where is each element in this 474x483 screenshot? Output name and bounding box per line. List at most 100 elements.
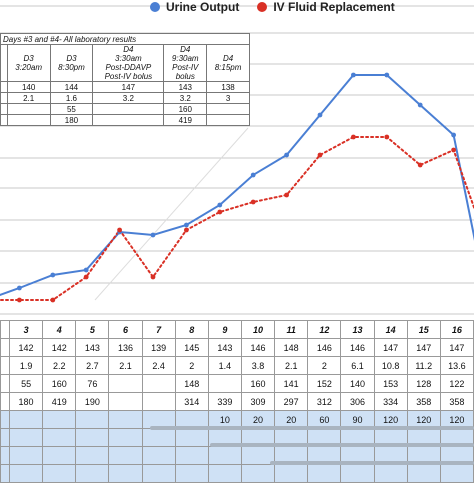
table-cell: 148 bbox=[274, 338, 309, 357]
table-cell: 147 bbox=[373, 338, 408, 357]
table-cell bbox=[439, 446, 474, 465]
series-1-point bbox=[17, 297, 22, 303]
lab-table-header: D3 3:20am D3 8:30pm D4 3:30am Post-DDAVP Post-I… bbox=[0, 44, 250, 82]
lab-cell: 140 bbox=[6, 81, 51, 93]
table-cell: 309 bbox=[240, 392, 276, 411]
series-0-point bbox=[217, 202, 223, 208]
series-0-point bbox=[83, 267, 89, 273]
table-cell: 180 bbox=[8, 392, 44, 411]
table-cell: 9 bbox=[207, 320, 242, 339]
lab-table-caption: Days #3 and #4- All laboratory results bbox=[0, 33, 250, 45]
table-cell bbox=[42, 428, 77, 447]
table-cell: 10.8 bbox=[373, 356, 408, 375]
lab-header-cell: D3 3:20am bbox=[6, 44, 51, 82]
table-cell: 76 bbox=[75, 374, 110, 393]
table-cell: 146 bbox=[340, 338, 375, 357]
lab-cell bbox=[92, 114, 165, 126]
series-markers bbox=[17, 72, 456, 303]
lab-row: 180 419 bbox=[0, 114, 250, 126]
table-cell: 15 bbox=[406, 320, 441, 339]
diagonal-guide bbox=[94, 127, 249, 301]
table-cell: 2 bbox=[174, 356, 209, 375]
table-cell: 120 bbox=[373, 410, 408, 429]
table-cell: 20 bbox=[240, 410, 276, 429]
lab-row: 140 144 147 143 138 bbox=[0, 81, 250, 93]
table-cell: 13 bbox=[340, 320, 375, 339]
table-cell: 143 bbox=[207, 338, 242, 357]
gray-bar bbox=[150, 426, 474, 430]
table-cell: 3 bbox=[8, 320, 44, 339]
lab-header-line: 9:30am bbox=[171, 54, 199, 63]
table-cell bbox=[108, 428, 143, 447]
table-cell: 334 bbox=[373, 392, 408, 411]
lab-header-blank bbox=[0, 44, 8, 82]
table-cell bbox=[108, 410, 143, 429]
table-cell: 5 bbox=[75, 320, 110, 339]
value-row: 180 419 190 314 339 309 297 312 306 334 358 358 bbox=[0, 392, 474, 411]
table-cell: 6.1 bbox=[340, 356, 375, 375]
lab-header-line: bolus bbox=[175, 72, 195, 81]
table-cell: 1.9 bbox=[8, 356, 44, 375]
table-cell bbox=[141, 428, 176, 447]
table-cell: 147 bbox=[406, 338, 441, 357]
table-cell bbox=[340, 446, 375, 465]
table-cell: 143 bbox=[75, 338, 110, 357]
table-cell bbox=[141, 374, 176, 393]
table-cell: 314 bbox=[174, 392, 209, 411]
series-0-point bbox=[384, 72, 390, 78]
series-0-point bbox=[284, 152, 289, 158]
row-lead-cell bbox=[0, 374, 10, 393]
lab-header-line: 3:30am bbox=[115, 54, 142, 63]
series-1-point bbox=[117, 227, 122, 233]
table-cell: 358 bbox=[439, 392, 474, 411]
table-cell: 146 bbox=[240, 338, 276, 357]
lab-row: 2.1 1.6 3.2 3.2 3 bbox=[0, 92, 250, 104]
row-lead-cell bbox=[0, 356, 10, 375]
table-cell: 2.7 bbox=[75, 356, 110, 375]
table-cell: 146 bbox=[307, 338, 342, 357]
table-cell bbox=[240, 428, 276, 447]
table-cell: 10 bbox=[240, 320, 276, 339]
lab-cell bbox=[206, 103, 250, 115]
table-cell: 60 bbox=[307, 410, 342, 429]
table-cell: 190 bbox=[75, 392, 110, 411]
table-cell: 297 bbox=[274, 392, 309, 411]
table-cell: 147 bbox=[439, 338, 474, 357]
series-0-point bbox=[250, 172, 256, 178]
table-cell bbox=[8, 428, 44, 447]
table-cell bbox=[174, 428, 209, 447]
table-cell bbox=[340, 428, 375, 447]
row-lead-cell bbox=[0, 320, 10, 339]
table-cell bbox=[141, 392, 176, 411]
series-0-point bbox=[451, 132, 456, 138]
table-cell: 2.4 bbox=[141, 356, 176, 375]
lab-header-line: Post-IV bbox=[172, 63, 199, 72]
table-cell: 7 bbox=[141, 320, 176, 339]
table-cell: 4 bbox=[42, 320, 77, 339]
lab-row: 55 160 bbox=[0, 103, 250, 115]
table-cell bbox=[207, 374, 242, 393]
table-cell: 306 bbox=[340, 392, 375, 411]
series-0-point bbox=[317, 112, 323, 118]
lab-cell: 138 bbox=[206, 81, 250, 93]
gray-bar bbox=[210, 443, 474, 447]
table-cell bbox=[8, 446, 44, 465]
series-0-point bbox=[417, 102, 423, 108]
legend-urine-label: Urine Output bbox=[166, 0, 240, 14]
lab-header-line: 8:30pm bbox=[58, 63, 85, 72]
row-lead-cell bbox=[0, 392, 10, 411]
diagonal-line bbox=[94, 127, 249, 301]
series-1-point bbox=[451, 147, 456, 153]
legend-item-iv: IV Fluid Replacement bbox=[257, 0, 395, 14]
table-cell: 11.2 bbox=[406, 356, 441, 375]
table-cell: 153 bbox=[373, 374, 408, 393]
lab-cell: 143 bbox=[163, 81, 208, 93]
table-cell: 1.4 bbox=[207, 356, 242, 375]
table-cell: 55 bbox=[8, 374, 44, 393]
row-lead-cell bbox=[0, 338, 10, 357]
table-cell: 419 bbox=[42, 392, 77, 411]
table-cell bbox=[141, 446, 176, 465]
lab-cell: 3 bbox=[206, 92, 250, 104]
table-cell bbox=[406, 446, 441, 465]
table-cell: 8 bbox=[174, 320, 209, 339]
